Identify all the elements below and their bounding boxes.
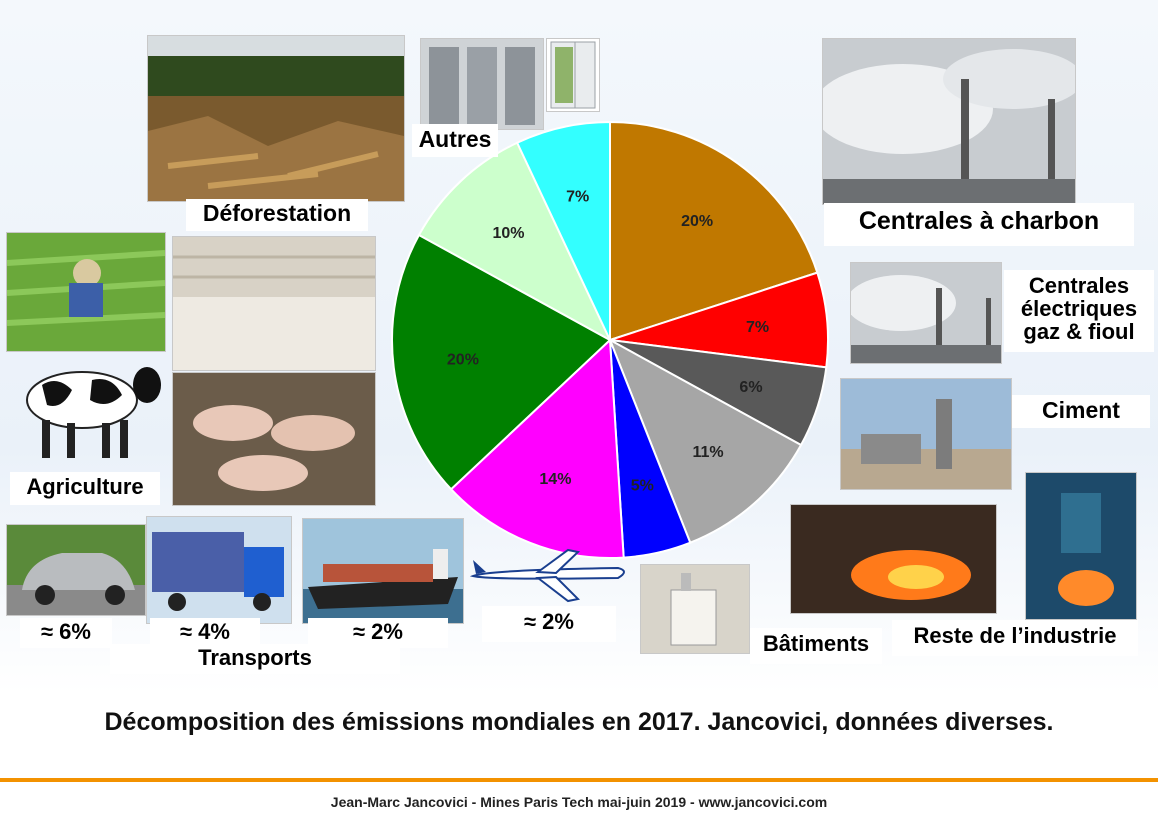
rest-of-industry-label: Reste de l’industrie bbox=[892, 620, 1138, 656]
cement-label: Ciment bbox=[1012, 395, 1150, 428]
pie-slice-5 bbox=[449, 337, 625, 559]
deforestation-label: Déforestation bbox=[186, 199, 368, 231]
steel-mill-photo bbox=[790, 504, 997, 614]
buildings-label: Bâtiments bbox=[750, 628, 882, 664]
coal-plant-photo bbox=[822, 38, 1076, 205]
deforestation-photo bbox=[147, 35, 405, 202]
refrigerator-photo bbox=[546, 38, 600, 112]
coal-plant-label: Centrales à charbon bbox=[824, 203, 1134, 246]
gas-plant-photo bbox=[850, 262, 1002, 364]
pie-slice-8 bbox=[515, 120, 611, 341]
gas-plant-label: Centrales électriques gaz & fioul bbox=[1004, 270, 1154, 352]
server-racks-photo bbox=[420, 38, 544, 130]
pie-slice-label-2: 6% bbox=[739, 379, 762, 396]
pie-slice-7 bbox=[417, 141, 613, 343]
foundry-photo bbox=[1025, 472, 1137, 620]
footer-credit: Jean-Marc Jancovici - Mines Paris Tech m… bbox=[330, 794, 828, 810]
pie-slice-3 bbox=[608, 337, 803, 544]
agriculture-label: Agriculture bbox=[10, 472, 160, 505]
plane-percent-label: ≈ 2% bbox=[482, 606, 616, 642]
container-ship-photo bbox=[302, 518, 464, 624]
autres-label: Autres bbox=[412, 124, 498, 157]
footer-divider bbox=[0, 778, 1158, 782]
pie-slice-label-3: 11% bbox=[692, 444, 723, 461]
cement-plant-photo bbox=[840, 378, 1012, 490]
pig-farm-photo bbox=[172, 372, 376, 506]
boiler-photo bbox=[640, 564, 750, 654]
gas-plant-label-line1: Centrales bbox=[1028, 273, 1130, 298]
pie-slice-label-8: 7% bbox=[566, 188, 589, 205]
car-photo bbox=[6, 524, 146, 616]
gas-plant-label-line3: gaz & fioul bbox=[1023, 319, 1135, 345]
poultry-farm-photo bbox=[172, 236, 376, 371]
gas-plant-label-line2: électriques bbox=[1020, 296, 1138, 322]
cow-image bbox=[12, 355, 167, 463]
pie-slice-6 bbox=[391, 233, 612, 491]
pie-slice-label-4: 5% bbox=[631, 478, 654, 495]
pie-slice-0 bbox=[609, 120, 819, 342]
chart-caption: Décomposition des émissions mondiales en… bbox=[104, 708, 1054, 736]
ship-percent-label: ≈ 2% bbox=[308, 618, 448, 648]
airplane-icon bbox=[468, 546, 633, 606]
emissions-pie-chart: 20% 7% 6% 11% 5% 14% 20% 10% 7% bbox=[391, 120, 829, 559]
car-percent-label: ≈ 6% bbox=[20, 618, 112, 648]
pie-slice-label-1: 7% bbox=[746, 319, 769, 336]
transports-label: Transports bbox=[110, 644, 400, 674]
truck-percent-label: ≈ 4% bbox=[150, 618, 260, 648]
pie-slice-label-0: 20% bbox=[681, 213, 713, 230]
rice-field-photo bbox=[6, 232, 166, 352]
truck-photo bbox=[146, 516, 292, 624]
pie-slice-label-7: 10% bbox=[493, 225, 525, 242]
pie-slice-label-5: 14% bbox=[539, 471, 571, 488]
pie-slice-label-6: 20% bbox=[447, 352, 479, 369]
